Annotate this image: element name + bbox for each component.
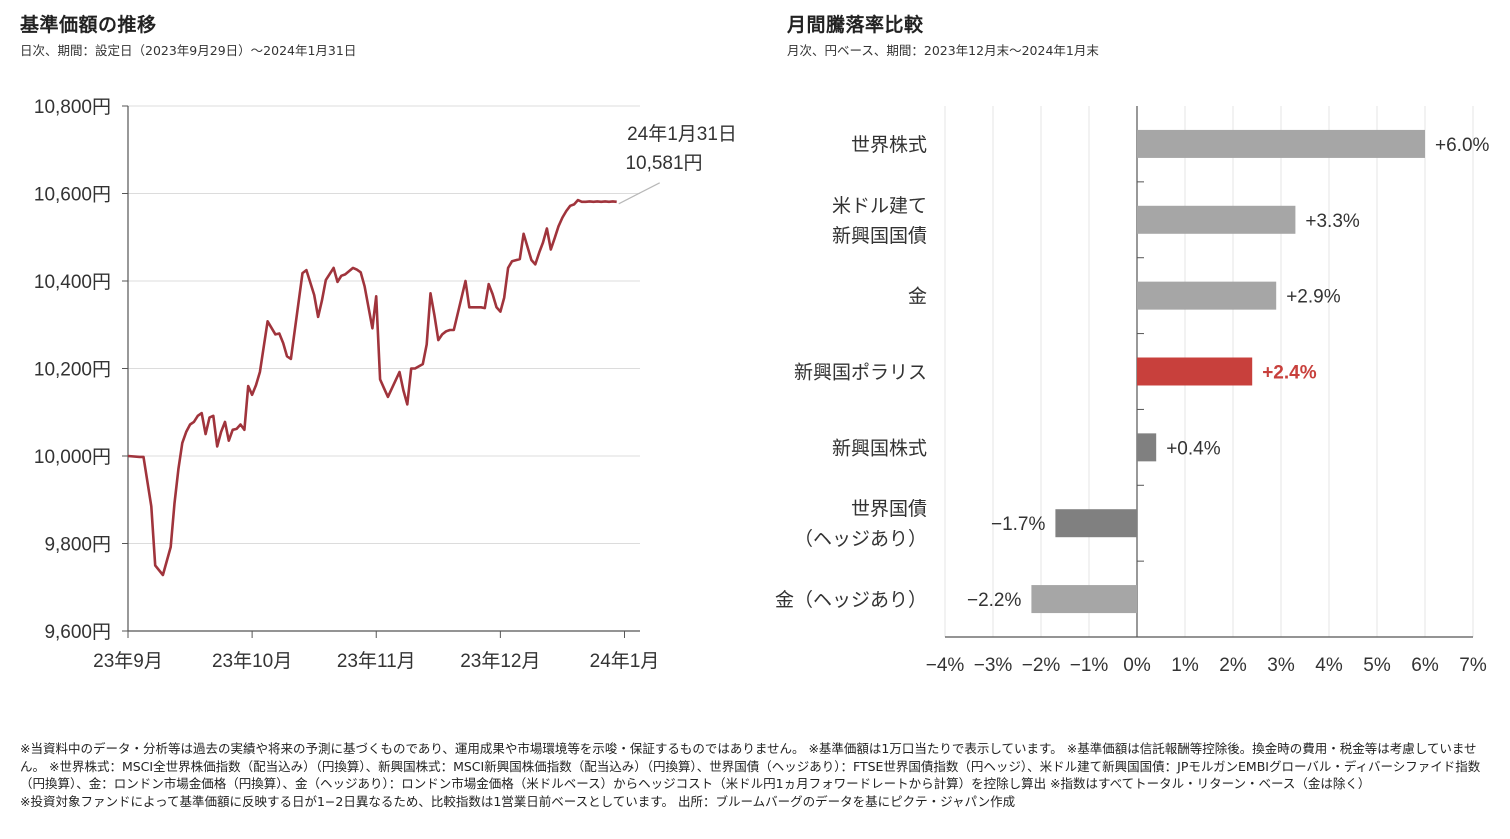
y-tick-label: 10,400円 — [34, 272, 111, 293]
bar — [1137, 129, 1425, 158]
x-tick-label: 23年9月 — [93, 650, 163, 672]
value-label: +6.0% — [1435, 135, 1490, 156]
callout-leader-line — [618, 182, 661, 205]
line-chart-title: 基準価額の推移 — [20, 14, 157, 36]
bar — [1137, 281, 1277, 310]
value-label: −1.7% — [991, 514, 1046, 535]
category-label: 金 — [908, 286, 927, 308]
y-tick-label: 10,600円 — [34, 185, 111, 206]
value-label: +2.9% — [1286, 287, 1341, 308]
category-label: 世界国債（ヘッジあり） — [794, 498, 927, 550]
x-tick-label: 23年11月 — [337, 650, 416, 672]
bar-chart-subtitle: 月次、円ベース、期間：2023年12月末〜2024年1月末 — [787, 43, 1099, 58]
x-tick-label: 23年10月 — [212, 650, 292, 672]
x-tick-label: 7% — [1459, 655, 1487, 676]
x-tick-label: 4% — [1315, 655, 1343, 676]
category-label: 世界株式 — [851, 134, 927, 156]
footnote-1: ※当資料中のデータ・分析等は過去の実績や将来の予測に基づくものであり、運用成果や… — [20, 741, 1481, 791]
bar — [1137, 357, 1253, 386]
nav-line-chart: 9,600円 9,800円 10,000円 10,200円 10,400円 10,600円… — [34, 97, 737, 672]
x-tick-label: 1% — [1171, 655, 1199, 676]
bar — [1031, 585, 1137, 614]
x-tick-label: 24年1月 — [590, 650, 660, 672]
line-chart-subtitle: 日次、期間：設定日（2023年9月29日）〜2024年1月31日 — [20, 43, 357, 58]
footnotes: ※当資料中のデータ・分析等は過去の実績や将来の予測に基づくものであり、運用成果や… — [20, 740, 1495, 810]
y-tick-label: 10,200円 — [34, 360, 111, 381]
callout-date: 24年1月31日 — [627, 123, 737, 145]
category-label: 金（ヘッジあり） — [775, 589, 927, 611]
x-tick-label: −1% — [1070, 655, 1109, 676]
bar — [1055, 509, 1137, 538]
x-tick-label: 23年12月 — [460, 650, 540, 672]
x-tick-label: 3% — [1267, 655, 1295, 676]
y-tick-label: 9,600円 — [44, 622, 111, 643]
category-label: 新興国株式 — [832, 437, 927, 459]
value-label: +2.4% — [1262, 363, 1317, 384]
y-tick-label: 10,800円 — [34, 97, 111, 118]
nav-series-line — [127, 198, 617, 577]
x-tick-label: 5% — [1363, 655, 1391, 676]
footnote-2: ※投資対象ファンドによって基準価額に反映する日が1−2日異なるため、比較指数は1… — [20, 793, 1016, 809]
category-label: 米ドル建て新興国国債 — [832, 195, 927, 247]
callout-value: 10,581円 — [625, 153, 702, 174]
value-label: +0.4% — [1166, 438, 1221, 459]
y-tick-label: 9,800円 — [44, 535, 111, 556]
category-label: 新興国ポラリス — [794, 362, 927, 384]
x-tick-label: −3% — [974, 655, 1013, 676]
value-label: −2.2% — [967, 590, 1022, 611]
x-tick-label: −4% — [926, 655, 965, 676]
bar — [1137, 205, 1296, 234]
value-label: +3.3% — [1305, 211, 1360, 232]
bar — [1137, 433, 1157, 462]
y-tick-label: 10,000円 — [34, 447, 111, 468]
x-tick-label: −2% — [1022, 655, 1061, 676]
bar-chart-title: 月間騰落率比較 — [787, 14, 924, 36]
x-tick-label: 2% — [1219, 655, 1247, 676]
x-tick-label: 0% — [1123, 655, 1151, 676]
x-tick-label: 6% — [1411, 655, 1439, 676]
